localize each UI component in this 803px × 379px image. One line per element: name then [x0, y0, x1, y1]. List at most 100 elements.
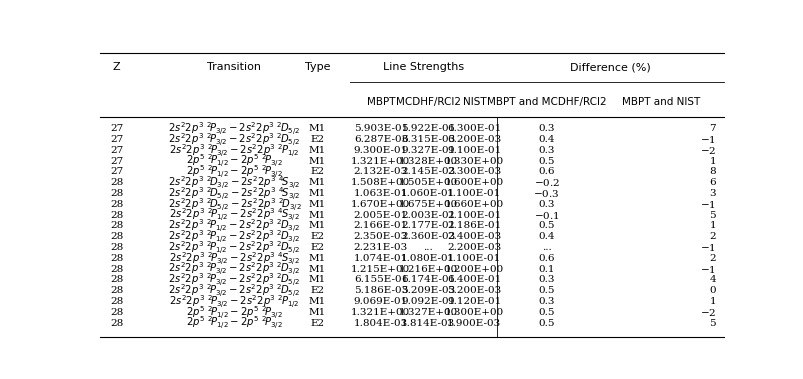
Text: 1.300E+00: 1.300E+00 — [444, 308, 503, 317]
Text: 6.315E-03: 6.315E-03 — [401, 135, 454, 144]
Text: 2.300E-03: 2.300E-03 — [446, 168, 501, 176]
Text: Difference (%): Difference (%) — [569, 63, 650, 72]
Text: $2s^22p^3\ ^2\!P_{1/2} - 2s^22p^3\ ^2\!D_{5/2}$: $2s^22p^3\ ^2\!P_{1/2} - 2s^22p^3\ ^2\!D… — [169, 239, 300, 256]
Text: E2: E2 — [310, 243, 324, 252]
Text: 1: 1 — [708, 297, 715, 306]
Text: 5.186E-03: 5.186E-03 — [353, 286, 407, 295]
Text: 6.200E-03: 6.200E-03 — [446, 135, 501, 144]
Text: M1: M1 — [308, 297, 325, 306]
Text: E2: E2 — [310, 135, 324, 144]
Text: 6.300E-01: 6.300E-01 — [446, 124, 501, 133]
Text: 9.092E-01: 9.092E-01 — [401, 297, 454, 306]
Text: 1.508E+00: 1.508E+00 — [351, 178, 410, 187]
Text: $2s^22p^3\ ^2\!P_{3/2} - 2s^22p^3\ ^2\!D_{5/2}$: $2s^22p^3\ ^2\!P_{3/2} - 2s^22p^3\ ^2\!D… — [169, 120, 300, 137]
Text: 6.174E-01: 6.174E-01 — [401, 275, 454, 284]
Text: 0.5: 0.5 — [538, 221, 554, 230]
Text: 28: 28 — [110, 297, 123, 306]
Text: MCDHF/RCI2: MCDHF/RCI2 — [395, 97, 460, 106]
Text: 1.600E+00: 1.600E+00 — [444, 178, 503, 187]
Text: M1: M1 — [308, 189, 325, 198]
Text: 9.327E-01: 9.327E-01 — [401, 146, 454, 155]
Text: $-$2: $-$2 — [699, 145, 715, 156]
Text: 0.1: 0.1 — [538, 265, 554, 274]
Text: $-$0.3: $-$0.3 — [532, 188, 559, 199]
Text: $2s^22p^3\ ^2\!D_{3/2} - 2s^22p^3\ ^4\!S_{3/2}$: $2s^22p^3\ ^2\!D_{3/2} - 2s^22p^3\ ^4\!S… — [168, 174, 300, 191]
Text: 1.900E-03: 1.900E-03 — [446, 318, 501, 327]
Text: Type: Type — [304, 63, 330, 72]
Text: 1.216E+00: 1.216E+00 — [398, 265, 457, 274]
Text: NIST: NIST — [462, 97, 486, 106]
Text: 1.505E+00: 1.505E+00 — [398, 178, 457, 187]
Text: E2: E2 — [310, 232, 324, 241]
Text: 28: 28 — [110, 232, 123, 241]
Text: $2s^22p^3\ ^2\!D_{5/2} - 2s^22p^3\ ^4\!S_{3/2}$: $2s^22p^3\ ^2\!D_{5/2} - 2s^22p^3\ ^4\!S… — [168, 185, 300, 202]
Text: 2.350E-03: 2.350E-03 — [353, 232, 407, 241]
Text: 5.209E-03: 5.209E-03 — [401, 286, 454, 295]
Text: 5: 5 — [708, 210, 715, 219]
Text: M1: M1 — [308, 146, 325, 155]
Text: M1: M1 — [308, 157, 325, 166]
Text: 1.321E+00: 1.321E+00 — [351, 157, 410, 166]
Text: 1.327E+00: 1.327E+00 — [398, 308, 457, 317]
Text: 27: 27 — [110, 146, 123, 155]
Text: 1.670E+00: 1.670E+00 — [351, 200, 410, 209]
Text: 2.200E-03: 2.200E-03 — [446, 243, 501, 252]
Text: 2.400E-03: 2.400E-03 — [446, 232, 501, 241]
Text: M1: M1 — [308, 178, 325, 187]
Text: 2.186E-01: 2.186E-01 — [446, 221, 501, 230]
Text: $2s^22p^3\ ^2\!P_{1/2} - 2s^22p^3\ ^2\!D_{3/2}$: $2s^22p^3\ ^2\!P_{1/2} - 2s^22p^3\ ^2\!D… — [169, 228, 300, 245]
Text: 6.155E-01: 6.155E-01 — [353, 275, 407, 284]
Text: 28: 28 — [110, 189, 123, 198]
Text: 2: 2 — [708, 232, 715, 241]
Text: 2.100E-01: 2.100E-01 — [446, 210, 501, 219]
Text: 2: 2 — [708, 254, 715, 263]
Text: 5: 5 — [708, 318, 715, 327]
Text: $-$1: $-$1 — [699, 134, 715, 145]
Text: $-$2: $-$2 — [699, 307, 715, 318]
Text: MBPT and NIST: MBPT and NIST — [622, 97, 699, 106]
Text: E2: E2 — [310, 286, 324, 295]
Text: E2: E2 — [310, 168, 324, 176]
Text: 6.400E-01: 6.400E-01 — [446, 275, 501, 284]
Text: 8: 8 — [708, 168, 715, 176]
Text: 0.3: 0.3 — [538, 124, 554, 133]
Text: 1: 1 — [708, 221, 715, 230]
Text: $2s^22p^3\ ^2\!P_{3/2} - 2s^22p^3\ ^2\!D_{5/2}$: $2s^22p^3\ ^2\!P_{3/2} - 2s^22p^3\ ^2\!D… — [169, 271, 300, 288]
Text: 0.5: 0.5 — [538, 157, 554, 166]
Text: 1.814E-03: 1.814E-03 — [401, 318, 454, 327]
Text: 5.200E-03: 5.200E-03 — [446, 286, 501, 295]
Text: $-$0.2: $-$0.2 — [533, 177, 559, 188]
Text: M1: M1 — [308, 254, 325, 263]
Text: 6.287E-03: 6.287E-03 — [353, 135, 407, 144]
Text: 1.063E-01: 1.063E-01 — [353, 189, 407, 198]
Text: 0.5: 0.5 — [538, 286, 554, 295]
Text: 1.215E+00: 1.215E+00 — [351, 265, 410, 274]
Text: $2s^22p^3\ ^2\!P_{1/2} - 2s^22p^3\ ^4\!S_{3/2}$: $2s^22p^3\ ^2\!P_{1/2} - 2s^22p^3\ ^4\!S… — [169, 207, 300, 224]
Text: M1: M1 — [308, 200, 325, 209]
Text: 1.330E+00: 1.330E+00 — [444, 157, 503, 166]
Text: 28: 28 — [110, 286, 123, 295]
Text: 2.360E-03: 2.360E-03 — [401, 232, 454, 241]
Text: $2s^22p^3\ ^2\!P_{3/2} - 2s^22p^3\ ^2\!P_{1/2}$: $2s^22p^3\ ^2\!P_{3/2} - 2s^22p^3\ ^2\!P… — [169, 142, 300, 159]
Text: Z: Z — [112, 63, 120, 72]
Text: 1.100E-01: 1.100E-01 — [446, 254, 501, 263]
Text: 1.080E-01: 1.080E-01 — [401, 254, 454, 263]
Text: MBPT: MBPT — [366, 97, 394, 106]
Text: 28: 28 — [110, 178, 123, 187]
Text: 6: 6 — [708, 178, 715, 187]
Text: 0.4: 0.4 — [538, 232, 554, 241]
Text: 27: 27 — [110, 157, 123, 166]
Text: 9.100E-01: 9.100E-01 — [446, 146, 501, 155]
Text: 0.6: 0.6 — [538, 254, 554, 263]
Text: 2.132E-03: 2.132E-03 — [353, 168, 407, 176]
Text: 2.231E-03: 2.231E-03 — [353, 243, 407, 252]
Text: 0: 0 — [708, 286, 715, 295]
Text: 27: 27 — [110, 168, 123, 176]
Text: 0.4: 0.4 — [538, 135, 554, 144]
Text: 3: 3 — [708, 189, 715, 198]
Text: 1.200E+00: 1.200E+00 — [444, 265, 503, 274]
Text: $2s^22p^3\ ^2\!P_{1/2} - 2s^22p^3\ ^2\!D_{3/2}$: $2s^22p^3\ ^2\!P_{1/2} - 2s^22p^3\ ^2\!D… — [169, 218, 300, 234]
Text: $-$0.1: $-$0.1 — [533, 210, 559, 221]
Text: 28: 28 — [110, 265, 123, 274]
Text: ...: ... — [423, 243, 433, 252]
